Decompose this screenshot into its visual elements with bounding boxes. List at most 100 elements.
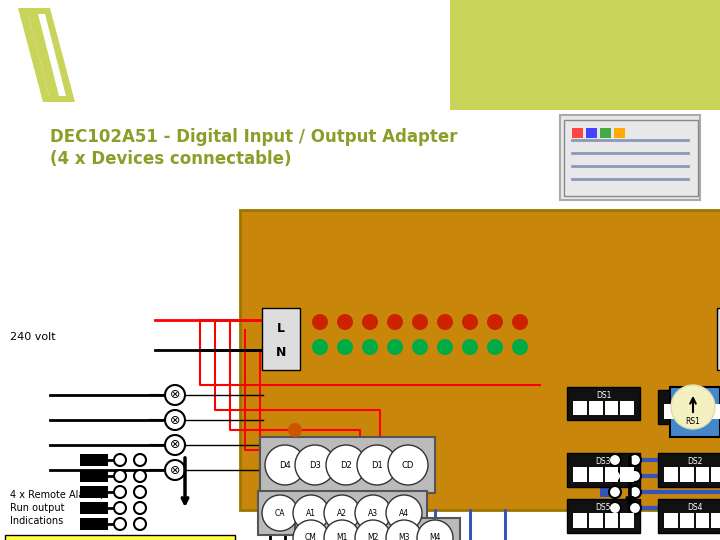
Bar — [620, 467, 634, 482]
Bar — [600, 503, 612, 513]
Bar — [560, 115, 700, 200]
Circle shape — [114, 470, 126, 482]
Circle shape — [134, 454, 146, 466]
Bar — [605, 513, 618, 528]
Bar — [600, 487, 612, 497]
Circle shape — [337, 339, 353, 355]
Bar — [717, 308, 720, 370]
Polygon shape — [18, 8, 75, 102]
Circle shape — [324, 520, 360, 540]
Text: D2: D2 — [340, 461, 352, 469]
Circle shape — [114, 518, 126, 530]
Bar — [589, 467, 603, 482]
Circle shape — [288, 423, 302, 437]
Circle shape — [295, 445, 335, 485]
Text: 4 x Remote Alarm /
Run output
Indications: 4 x Remote Alarm / Run output Indication… — [10, 490, 104, 526]
Bar — [680, 467, 693, 482]
Text: 240 volt: 240 volt — [10, 332, 55, 342]
Bar — [573, 467, 587, 482]
Circle shape — [386, 495, 422, 531]
Circle shape — [265, 445, 305, 485]
Bar — [567, 499, 640, 533]
Bar — [658, 390, 720, 424]
Circle shape — [609, 502, 621, 514]
Bar — [0, 0, 720, 110]
Circle shape — [134, 518, 146, 530]
Text: M2: M2 — [367, 534, 379, 540]
Circle shape — [609, 454, 621, 466]
Bar — [572, 128, 583, 138]
Text: N: N — [276, 346, 286, 359]
Bar — [0, 0, 450, 110]
Bar — [600, 455, 612, 465]
Circle shape — [293, 520, 329, 540]
Bar — [600, 128, 611, 138]
Bar — [80, 486, 108, 498]
Bar — [620, 513, 634, 528]
Bar — [664, 467, 678, 482]
Text: ⊗: ⊗ — [170, 388, 180, 402]
Text: CA: CA — [275, 509, 285, 517]
Circle shape — [462, 314, 478, 330]
Circle shape — [357, 445, 397, 485]
Bar — [564, 120, 698, 196]
Circle shape — [412, 339, 428, 355]
Text: DS1: DS1 — [596, 392, 611, 401]
Circle shape — [312, 314, 328, 330]
Circle shape — [629, 470, 641, 482]
Text: M3: M3 — [398, 534, 410, 540]
Bar — [80, 470, 108, 482]
Bar — [658, 453, 720, 487]
Circle shape — [437, 339, 453, 355]
Circle shape — [387, 339, 403, 355]
Circle shape — [114, 454, 126, 466]
Circle shape — [629, 502, 641, 514]
Circle shape — [293, 495, 329, 531]
Circle shape — [609, 470, 621, 482]
Bar — [605, 467, 618, 482]
Bar — [680, 513, 693, 528]
Bar — [258, 491, 427, 535]
Bar — [696, 513, 709, 528]
Bar — [589, 401, 603, 415]
Circle shape — [487, 314, 503, 330]
Bar — [711, 467, 720, 482]
Bar — [240, 210, 720, 510]
Text: M4: M4 — [429, 534, 441, 540]
Circle shape — [165, 460, 185, 480]
Bar — [664, 513, 678, 528]
Circle shape — [512, 314, 528, 330]
Circle shape — [114, 502, 126, 514]
Text: D4: D4 — [279, 461, 291, 469]
Bar — [262, 308, 300, 370]
Text: ⊗: ⊗ — [170, 414, 180, 427]
Circle shape — [671, 385, 715, 429]
Circle shape — [512, 339, 528, 355]
Bar — [620, 401, 634, 415]
Circle shape — [288, 453, 302, 467]
Circle shape — [134, 486, 146, 498]
Bar — [80, 502, 108, 514]
Circle shape — [362, 339, 378, 355]
Bar — [605, 401, 618, 415]
Bar — [711, 404, 720, 419]
Bar — [5, 535, 235, 540]
Bar — [711, 513, 720, 528]
Bar — [696, 467, 709, 482]
Circle shape — [114, 486, 126, 498]
Bar — [589, 513, 603, 528]
Circle shape — [487, 339, 503, 355]
Circle shape — [355, 520, 391, 540]
Bar — [696, 404, 709, 419]
Circle shape — [437, 314, 453, 330]
Circle shape — [387, 314, 403, 330]
Text: DS6: DS6 — [687, 395, 702, 403]
Circle shape — [165, 410, 185, 430]
Bar — [80, 454, 108, 466]
Text: D3: D3 — [309, 461, 321, 469]
Circle shape — [134, 502, 146, 514]
Text: CM: CM — [305, 534, 317, 540]
Bar — [573, 401, 587, 415]
Bar — [567, 453, 640, 487]
Bar — [680, 404, 693, 419]
